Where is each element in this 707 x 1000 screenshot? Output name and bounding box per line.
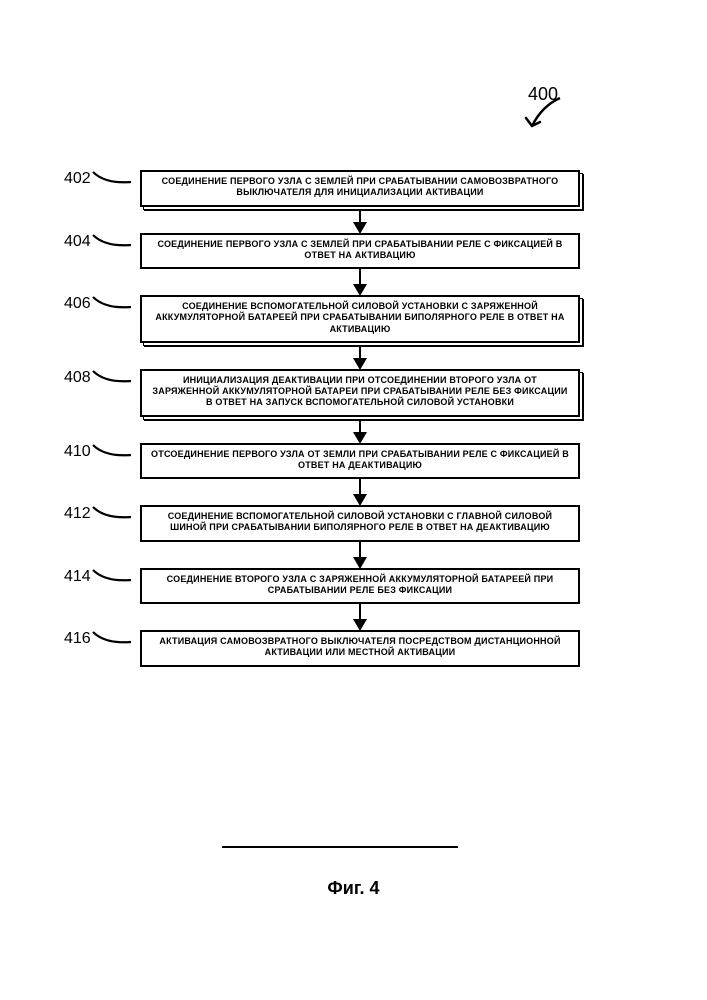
flow-step-412: СОЕДИНЕНИЕ ВСПОМОГАТЕЛЬНОЙ СИЛОВОЙ УСТАН…: [140, 505, 580, 542]
hook-arrow-icon: [91, 231, 135, 253]
step-label-408: 408: [64, 367, 135, 389]
step-label-number: 404: [64, 233, 91, 251]
flow-step-416: АКТИВАЦИЯ САМОВОЗВРАТНОГО ВЫКЛЮЧАТЕЛЯ ПО…: [140, 630, 580, 667]
flow-arrow: [140, 541, 580, 569]
flow-step-410: ОТСОЕДИНЕНИЕ ПЕРВОГО УЗЛА ОТ ЗЕМЛИ ПРИ С…: [140, 443, 580, 480]
figure-ref-number: 400: [528, 84, 558, 105]
step-label-number: 402: [64, 170, 91, 188]
step-label-number: 412: [64, 505, 91, 523]
flow-step-414: СОЕДИНЕНИЕ ВТОРОГО УЗЛА С ЗАРЯЖЕННОЙ АКК…: [140, 568, 580, 605]
step-label-number: 408: [64, 369, 91, 387]
step-label-412: 412: [64, 503, 135, 525]
flow-arrow: [140, 206, 580, 234]
flow-arrow: [140, 478, 580, 506]
step-label-416: 416: [64, 628, 135, 650]
flow-arrow: [140, 268, 580, 296]
step-label-number: 416: [64, 630, 91, 648]
hook-arrow-icon: [91, 367, 135, 389]
step-label-414: 414: [64, 566, 135, 588]
flowchart: СОЕДИНЕНИЕ ПЕРВОГО УЗЛА С ЗЕМЛЕЙ ПРИ СРА…: [140, 170, 580, 667]
hook-arrow-icon: [91, 503, 135, 525]
hook-arrow-icon: [91, 168, 135, 190]
caption-underline: [222, 846, 458, 848]
flow-arrow: [140, 416, 580, 444]
hook-arrow-icon: [91, 441, 135, 463]
step-label-402: 402: [64, 168, 135, 190]
flow-arrow: [140, 342, 580, 370]
hook-arrow-icon: [91, 628, 135, 650]
flow-step-408: ИНИЦИАЛИЗАЦИЯ ДЕАКТИВАЦИИ ПРИ ОТСОЕДИНЕН…: [140, 369, 580, 417]
flow-step-402: СОЕДИНЕНИЕ ПЕРВОГО УЗЛА С ЗЕМЛЕЙ ПРИ СРА…: [140, 170, 580, 207]
figure-reference: 400: [520, 90, 570, 145]
step-label-number: 410: [64, 443, 91, 461]
flow-step-404: СОЕДИНЕНИЕ ПЕРВОГО УЗЛА С ЗЕМЛЕЙ ПРИ СРА…: [140, 233, 580, 270]
page: 400 СОЕДИНЕНИЕ ПЕРВОГО УЗЛА С ЗЕМЛЕЙ ПРИ…: [0, 0, 707, 1000]
flow-arrow: [140, 603, 580, 631]
figure-caption: Фиг. 4: [0, 878, 707, 899]
step-label-410: 410: [64, 441, 135, 463]
step-label-406: 406: [64, 293, 135, 315]
hook-arrow-icon: [91, 293, 135, 315]
step-label-404: 404: [64, 231, 135, 253]
hook-arrow-icon: [91, 566, 135, 588]
step-label-number: 414: [64, 568, 91, 586]
step-label-number: 406: [64, 295, 91, 313]
flow-step-406: СОЕДИНЕНИЕ ВСПОМОГАТЕЛЬНОЙ СИЛОВОЙ УСТАН…: [140, 295, 580, 343]
